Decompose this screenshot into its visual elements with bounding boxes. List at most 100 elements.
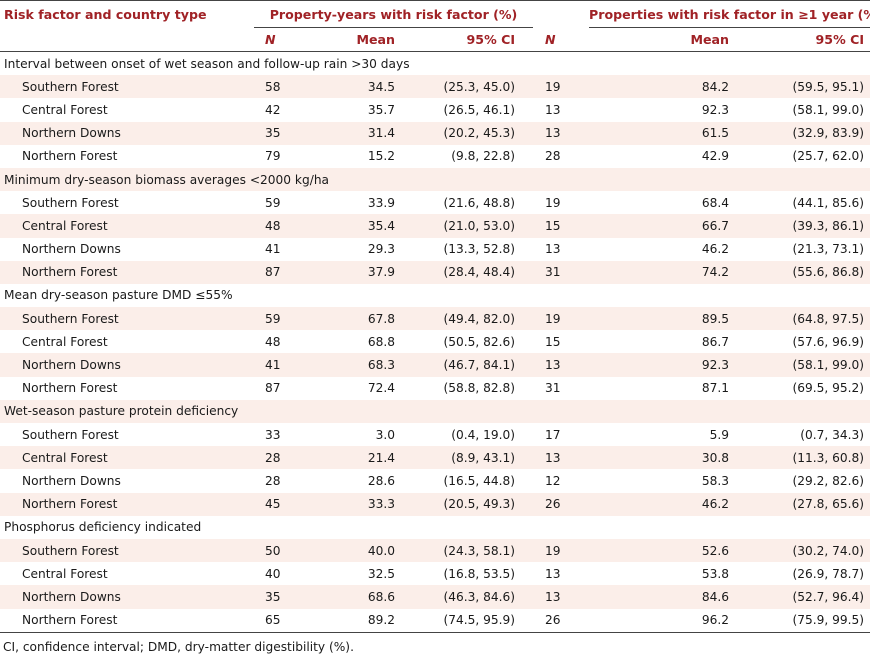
n-cell-1: 28 — [265, 473, 281, 488]
header-group-property-years: Property-years with risk factor (%) — [254, 0, 534, 28]
n-cell-1: 87 — [265, 381, 281, 396]
mean-cell-2: 92.3 — [589, 353, 748, 377]
country-type-cell: Central Forest — [22, 102, 108, 117]
n-cell-2: 19 — [545, 195, 561, 210]
n-cell-1: 79 — [265, 149, 281, 164]
n-cell-1: 35 — [254, 121, 310, 145]
mean-cell-1: 33.9 — [367, 195, 395, 210]
table-row: Northern Forest 87 72.4 (58.8, 82.8) 31 87.1 (… — [0, 377, 870, 400]
ci-cell-1: (26.5, 46.1) — [443, 102, 516, 117]
ci-cell-1: (16.8, 53.5) — [443, 566, 516, 581]
table-row: Northern Forest 87 37.9 (28.4, 48.4) 31 74.2(… — [0, 260, 870, 284]
n-cell-1: 59 — [265, 195, 281, 210]
mean-cell-2: 96.2 — [589, 608, 748, 633]
n-cell-1: 40 — [265, 566, 281, 581]
country-type-cell: Northern Forest — [22, 381, 118, 396]
section-row: Interval between onset of wet season and… — [0, 52, 870, 76]
n-cell-2: 13 — [545, 242, 561, 257]
ci-cell-1: (74.5, 95.9) — [415, 608, 534, 633]
ci-cell-1: (28.4, 48.4) — [415, 260, 534, 284]
ci-cell-1: (13.3, 52.8) — [443, 242, 516, 257]
mean-cell-2: 86.7 — [701, 334, 730, 349]
table-row: Southern Forest 58 34.5 (25.3, 45.0) 19 84.2(… — [0, 75, 870, 99]
table-footnote: CI, confidence interval; DMD, dry-matter… — [3, 640, 354, 654]
n-cell-2: 13 — [545, 102, 561, 117]
ci-cell-1: (21.6, 48.8) — [443, 195, 516, 210]
ci-cell-2: (11.3, 60.8) — [747, 446, 870, 470]
table-row: Southern Forest 50 40.0 (24.3, 58.1) 19 52.6(… — [0, 538, 870, 563]
n-cell-2: 13 — [545, 566, 561, 581]
table-row: Northern Forest 79 15.2 (9.8, 22.8) 28 42.9 (2… — [0, 145, 870, 168]
ci-cell-2: (58.1, 99.0) — [747, 353, 870, 377]
n-cell-1: 87 — [254, 260, 310, 284]
country-type-cell: Northern Forest — [0, 260, 254, 284]
header-ci-2: 95% CI — [815, 32, 865, 47]
ci-cell-1: (58.8, 82.8) — [443, 381, 516, 396]
ci-cell-2: (55.6, 86.8) — [747, 260, 870, 284]
section-title: Phosphorus deficiency indicated — [4, 520, 202, 535]
table-row: Northern Forest 45 33.3 (20.5, 49.3) 26 46.2(… — [0, 492, 870, 516]
section-row: Mean dry-season pasture DMD ≤55% — [0, 284, 870, 307]
ci-cell-2: (32.9, 83.9) — [747, 121, 870, 145]
mean-cell-2: 84.6 — [589, 585, 748, 609]
ci-cell-2: (59.5, 95.1) — [747, 75, 870, 99]
table-row: Central Forest 40 32.5 (16.8, 53.5) 13 53.8 (2… — [0, 562, 870, 585]
mean-cell-2: 46.2 — [589, 492, 748, 516]
n-cell-1: 45 — [254, 492, 310, 516]
section-row: Minimum dry-season biomass averages <200… — [0, 167, 870, 192]
n-cell-1: 48 — [265, 334, 281, 349]
section-title: Minimum dry-season biomass averages <200… — [0, 167, 870, 192]
ci-cell-2: (29.2, 82.6) — [792, 473, 865, 488]
country-type-cell: Southern Forest — [0, 307, 254, 331]
ci-cell-1: (20.5, 49.3) — [415, 492, 534, 516]
country-type-cell: Northern Downs — [22, 242, 121, 257]
ci-cell-2: (57.6, 96.9) — [792, 334, 865, 349]
n-cell-2: 13 — [533, 121, 590, 145]
header-mean-2: Mean — [690, 32, 730, 47]
table-row: Northern Downs 35 68.6 (46.3, 84.6) 13 84.6 (5… — [0, 585, 870, 609]
header-n-1: N — [265, 32, 276, 47]
n-cell-2: 31 — [545, 381, 561, 396]
mean-cell-1: 31.4 — [310, 121, 415, 145]
header-n-2: N — [545, 31, 556, 47]
n-cell-1: 35 — [254, 585, 310, 609]
header-group-properties: Properties with risk factor in ≥1 year (… — [589, 0, 870, 28]
mean-cell-2: 92.3 — [701, 102, 730, 117]
n-cell-2: 26 — [533, 608, 590, 633]
country-type-cell: Southern Forest — [22, 195, 119, 210]
mean-cell-1: 68.3 — [310, 353, 415, 377]
mean-cell-1: 32.5 — [367, 566, 395, 581]
table-row: Central Forest 28 21.4 (8.9, 43.1) 13 30.8 (11… — [0, 446, 870, 470]
country-type-cell: Central Forest — [22, 334, 108, 349]
country-type-cell: Northern Forest — [22, 149, 118, 164]
mean-cell-2: 61.5 — [589, 121, 748, 145]
mean-cell-1: 34.5 — [310, 75, 415, 99]
table-row: Southern Forest 59 67.8 (49.4, 82.0) 19 89.5(… — [0, 307, 870, 331]
mean-cell-2: 87.1 — [701, 381, 730, 396]
ci-cell-1: (16.5, 44.8) — [443, 473, 516, 488]
table-row: Northern Downs 28 28.6 (16.5, 44.8) 12 58.3 (2… — [0, 469, 870, 492]
n-cell-2: 31 — [533, 260, 590, 284]
country-type-cell: Northern Downs — [22, 473, 121, 488]
ci-cell-2: (58.1, 99.0) — [792, 102, 865, 117]
ci-cell-1: (9.8, 22.8) — [451, 149, 516, 164]
country-type-cell: Southern Forest — [0, 538, 254, 563]
mean-cell-2: 58.3 — [701, 473, 730, 488]
country-type-cell: Northern Downs — [0, 353, 254, 377]
n-cell-1: 41 — [254, 353, 310, 377]
n-cell-1: 28 — [254, 446, 310, 470]
n-cell-2: 28 — [545, 149, 561, 164]
ci-cell-2: (52.7, 96.4) — [747, 585, 870, 609]
ci-cell-1: (46.7, 84.1) — [415, 353, 534, 377]
ci-cell-1: (50.5, 82.6) — [443, 334, 516, 349]
country-type-cell: Southern Forest — [0, 75, 254, 99]
table-row: Central Forest 48 35.4 (21.0, 53.0) 15 66.7 (3… — [0, 214, 870, 238]
ci-cell-2: (21.3, 73.1) — [792, 242, 865, 257]
n-cell-2: 26 — [533, 492, 590, 516]
mean-cell-1: 89.2 — [310, 608, 415, 633]
table-row: Northern Downs 41 29.3 (13.3, 52.8) 13 46.2 (2… — [0, 238, 870, 261]
mean-cell-1: 68.8 — [367, 334, 395, 349]
ci-cell-2: (39.3, 86.1) — [747, 214, 870, 238]
mean-cell-1: 67.8 — [310, 307, 415, 331]
mean-cell-2: 53.8 — [701, 566, 730, 581]
